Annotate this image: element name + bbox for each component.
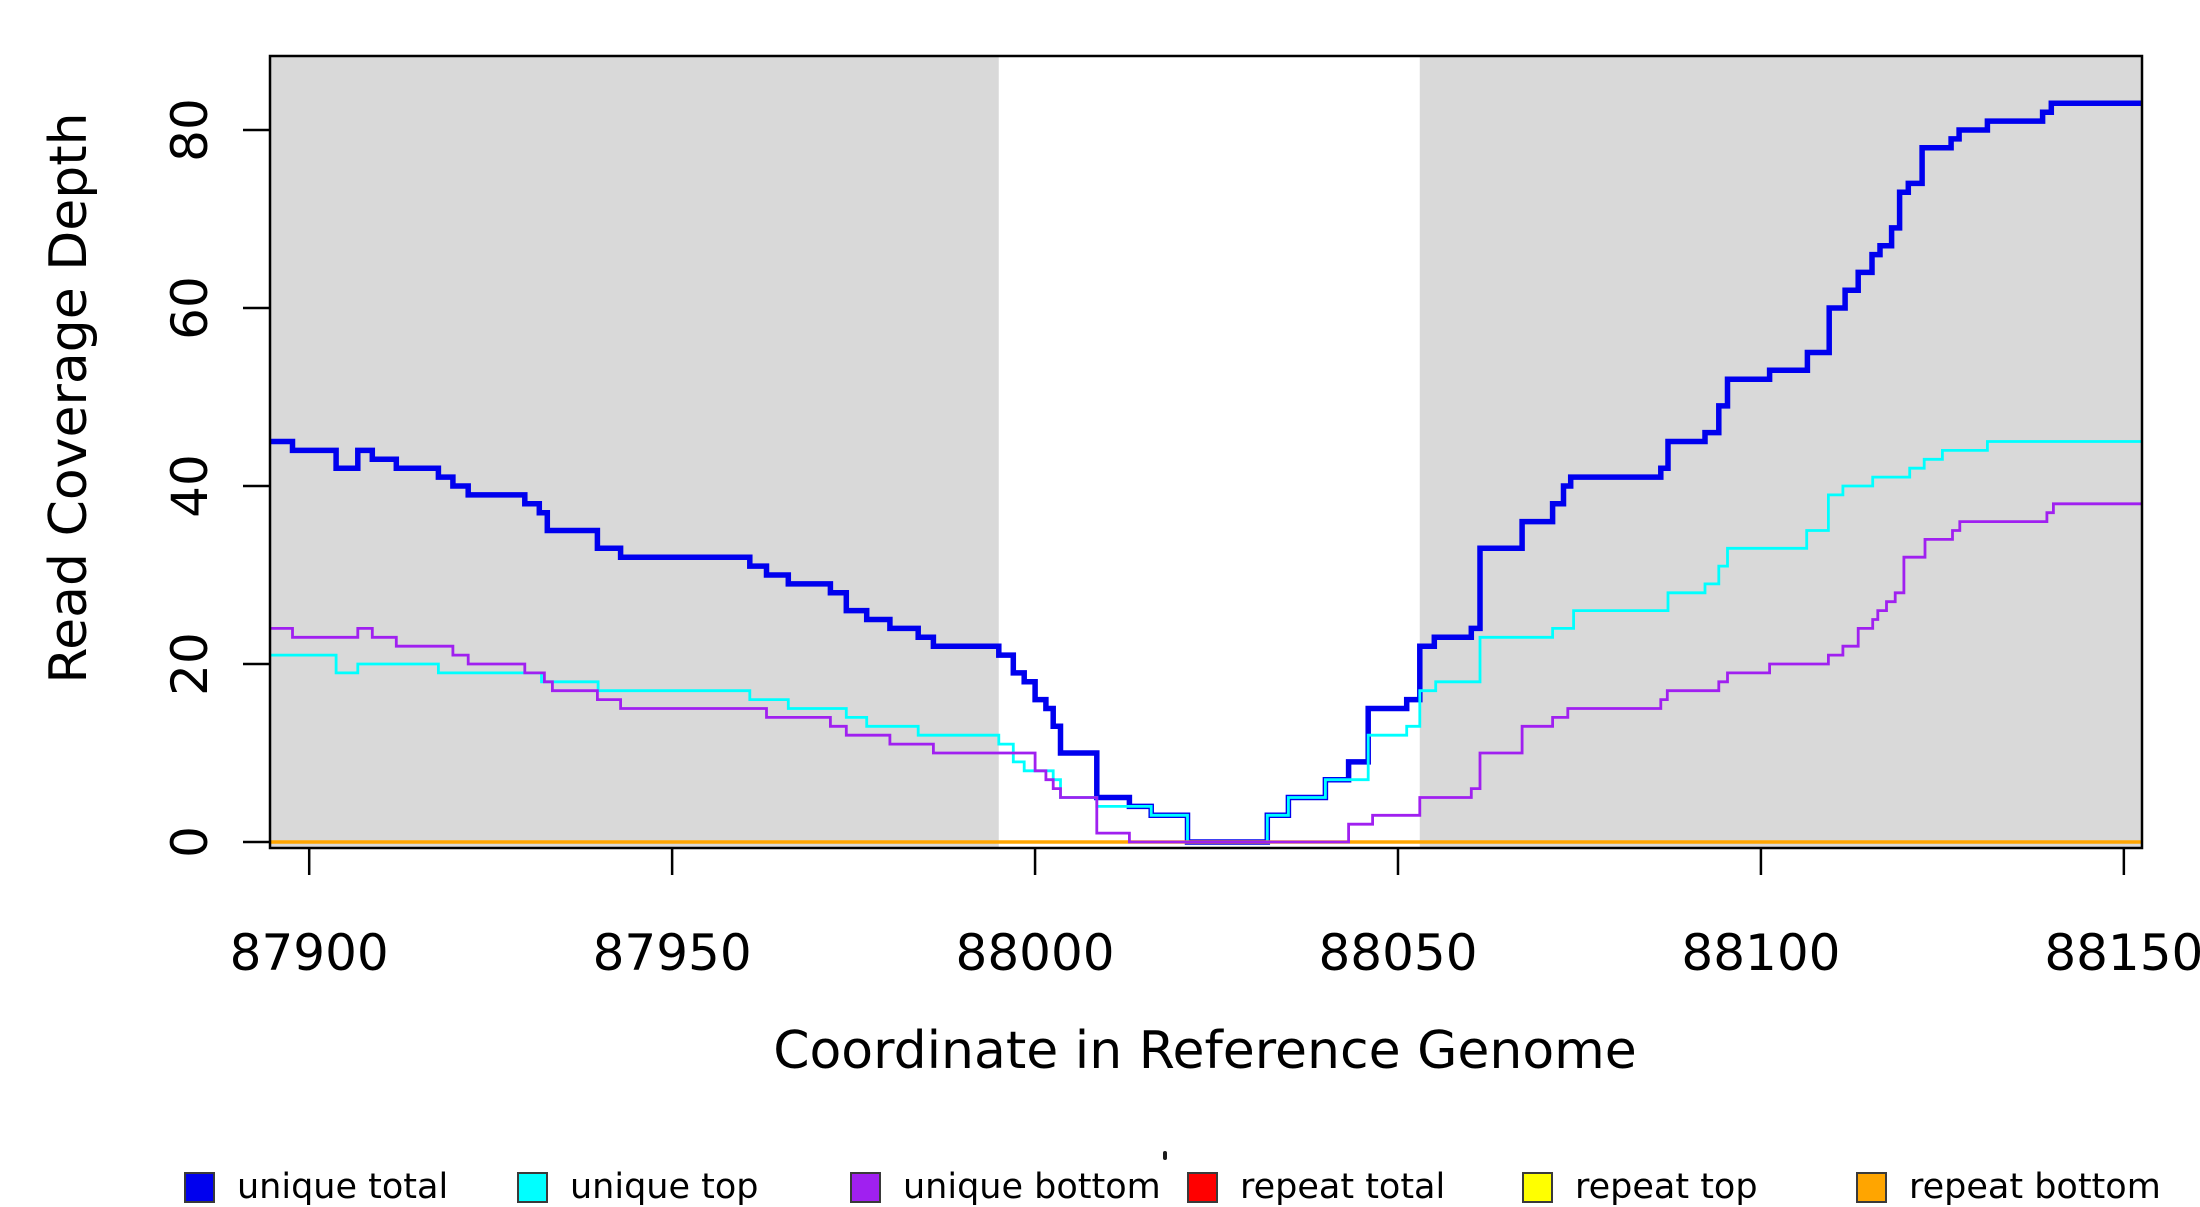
y-axis-title: Read Coverage Depth (39, 112, 99, 684)
stray-dot-artifact (1163, 1151, 1167, 1160)
x-tick-label: 88150 (2044, 924, 2200, 982)
plot-border (268, 54, 2144, 850)
x-tick-label: 88050 (1318, 924, 1477, 982)
x-tick-label: 87950 (593, 924, 752, 982)
y-tick-label: 20 (161, 632, 219, 696)
series-unique-top (270, 440, 2142, 844)
x-tick-label: 88000 (956, 924, 1115, 982)
y-tick-label: 80 (161, 98, 219, 162)
x-tick-label: 88100 (1681, 924, 1840, 982)
x-tick-label: 87900 (230, 924, 389, 982)
y-tick-label: 0 (161, 826, 219, 858)
shaded-region (1419, 56, 2142, 848)
y-tick-label: 40 (161, 454, 219, 518)
y-tick-label: 60 (161, 276, 219, 340)
series-unique-bottom (270, 502, 2142, 844)
shaded-region (270, 56, 999, 848)
x-axis-title: Coordinate in Reference Genome (773, 1021, 1637, 1081)
